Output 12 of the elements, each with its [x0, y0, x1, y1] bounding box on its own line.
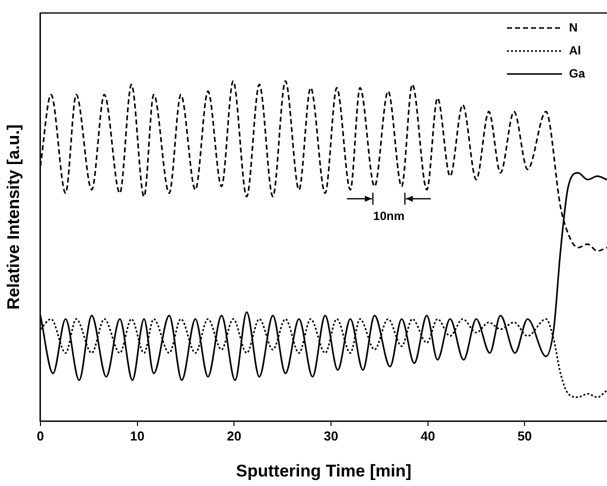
x-tick-label: 40 [420, 428, 436, 444]
x-axis-title: Sputtering Time [min] [236, 461, 412, 480]
x-tick-label: 50 [517, 428, 532, 444]
x-tick-label: 20 [226, 428, 242, 444]
annotation: 10nm [373, 209, 405, 224]
x-tick-label: 0 [36, 428, 44, 444]
legend-label: Al [569, 43, 581, 58]
legend-label: N [569, 20, 578, 34]
x-tick-label: 10 [130, 428, 144, 444]
x-tick-label: 30 [324, 428, 338, 444]
y-axis-title: Relative Intensity [a.u.] [4, 124, 23, 310]
legend-label: Ga [569, 66, 586, 80]
